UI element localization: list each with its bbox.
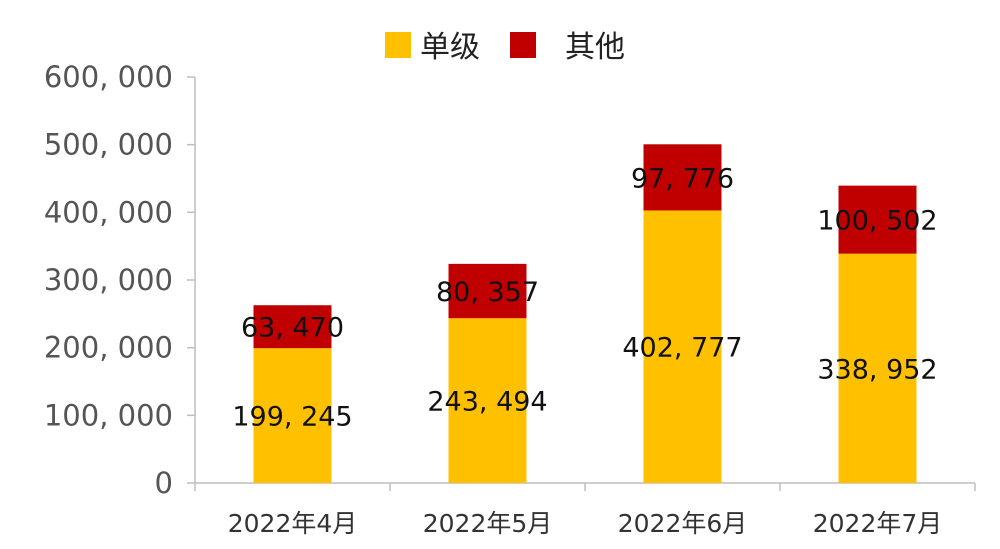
y-tick-label: 100, 000 <box>44 398 173 432</box>
bar-segment-other <box>643 144 722 211</box>
data-label: 243, 494 <box>427 387 547 418</box>
data-label: 100, 502 <box>817 206 937 237</box>
data-label: 80, 357 <box>436 277 539 308</box>
legend-label: 单级 <box>420 30 480 65</box>
chart-legend: 单级 其他 <box>385 30 625 65</box>
legend-item-other: 其他 <box>510 30 625 65</box>
legend-swatch <box>510 32 536 58</box>
data-label: 63, 470 <box>241 313 344 344</box>
bar-segment-single <box>253 348 332 483</box>
x-axis: 2022年4月 2022年5月 2022年6月 2022年7月 <box>194 482 976 538</box>
bar-segment-single <box>643 210 722 483</box>
data-label: 338, 952 <box>817 354 937 385</box>
legend-swatch <box>385 32 411 58</box>
y-tick-label: 500, 000 <box>44 128 173 162</box>
y-tick-label: 600, 000 <box>44 60 173 94</box>
y-tick-label: 300, 000 <box>44 263 173 297</box>
legend-item-single: 单级 <box>385 30 480 65</box>
legend-label: 其他 <box>565 30 625 65</box>
data-labels-group: 199, 245 63, 470 243, 494 80, 357 402, 777 97… <box>232 163 937 432</box>
bars-group <box>253 144 917 483</box>
bar-segment-other <box>448 263 527 319</box>
bar-segment-other <box>253 305 332 349</box>
y-tick-label: 200, 000 <box>44 331 173 365</box>
data-label: 402, 777 <box>622 333 742 364</box>
x-tick-label: 2022年4月 <box>228 509 358 538</box>
y-axis: 0 100, 000 200, 000 300, 000 400, 000 500, 00… <box>44 60 196 500</box>
y-tick-label: 0 <box>155 466 173 500</box>
x-tick-label: 2022年6月 <box>618 509 748 538</box>
data-label: 199, 245 <box>232 402 352 433</box>
x-tick-label: 2022年5月 <box>423 509 553 538</box>
x-tick-label: 2022年7月 <box>813 509 943 538</box>
y-tick-label: 400, 000 <box>44 195 173 229</box>
bar-segment-single <box>448 318 527 483</box>
data-label: 97, 776 <box>631 163 734 194</box>
bar-segment-single <box>838 253 917 483</box>
bar-segment-other <box>838 185 917 254</box>
